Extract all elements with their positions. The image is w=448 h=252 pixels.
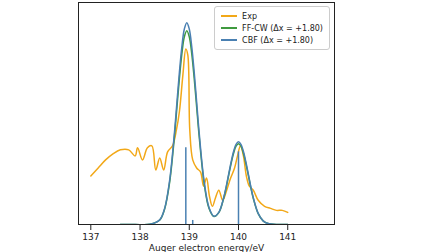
html-text:Exp: Exp xyxy=(242,11,257,21)
svg-text:141: 141 xyxy=(279,232,296,242)
html-text:FF-CW (Δx = +1.80): FF-CW (Δx = +1.80) xyxy=(242,23,323,33)
svg-text:Auger electron energy/eV: Auger electron energy/eV xyxy=(149,243,265,252)
svg-text:137: 137 xyxy=(82,232,99,242)
svg-text:139: 139 xyxy=(181,232,198,242)
html-text:CBF (Δx = +1.80): CBF (Δx = +1.80) xyxy=(242,35,314,45)
svg-text:140: 140 xyxy=(230,232,247,242)
svg-text:138: 138 xyxy=(131,232,148,242)
